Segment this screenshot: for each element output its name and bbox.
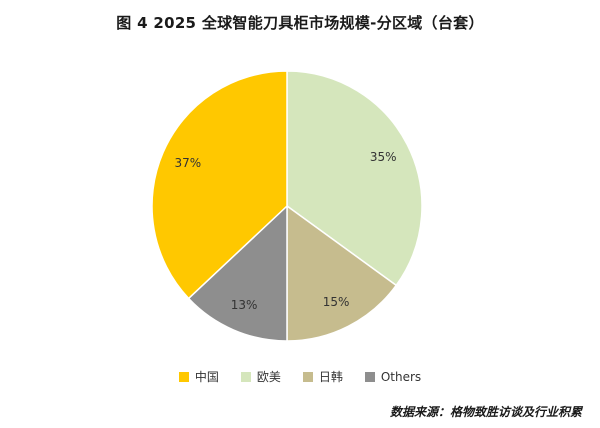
- legend-item-japan-korea: 日韩: [302, 368, 343, 385]
- figure-label: 图 4: [116, 14, 148, 32]
- data-label-china: 37%: [175, 156, 202, 170]
- data-label-others: 13%: [231, 298, 258, 312]
- legend-label-others: Others: [380, 369, 422, 384]
- legend-label-europe-america: 欧美: [256, 370, 281, 384]
- data-source: 数据来源：格物致胜访谈及行业积累: [389, 405, 582, 419]
- pie-slice-china: [151, 70, 288, 300]
- data-label-europe-america: 35%: [370, 150, 397, 164]
- legend-item-china: 中国: [178, 368, 219, 385]
- legend-swatch-others: [364, 371, 375, 382]
- figure-title: 2025 全球智能刀具柜市场规模-分区域（台套）: [153, 14, 484, 32]
- data-label-japan-korea: 15%: [323, 295, 350, 309]
- legend-label-japan-korea: 日韩: [318, 370, 343, 384]
- legend-swatch-europe-america: [240, 371, 251, 382]
- legend: 中国 欧美 日韩 Others: [0, 368, 600, 385]
- legend-label-china: 中国: [194, 370, 219, 384]
- pie-slice-others: [187, 204, 288, 342]
- legend-swatch-japan-korea: [302, 371, 313, 382]
- pie-slice-japan-korea: [286, 204, 398, 342]
- legend-item-europe-america: 欧美: [240, 368, 281, 385]
- legend-item-others: Others: [364, 368, 422, 385]
- legend-swatch-china: [178, 371, 189, 382]
- chart-title: 图 4 2025 全球智能刀具柜市场规模-分区域（台套）: [0, 12, 600, 33]
- pie-slice-europe-america: [286, 70, 423, 287]
